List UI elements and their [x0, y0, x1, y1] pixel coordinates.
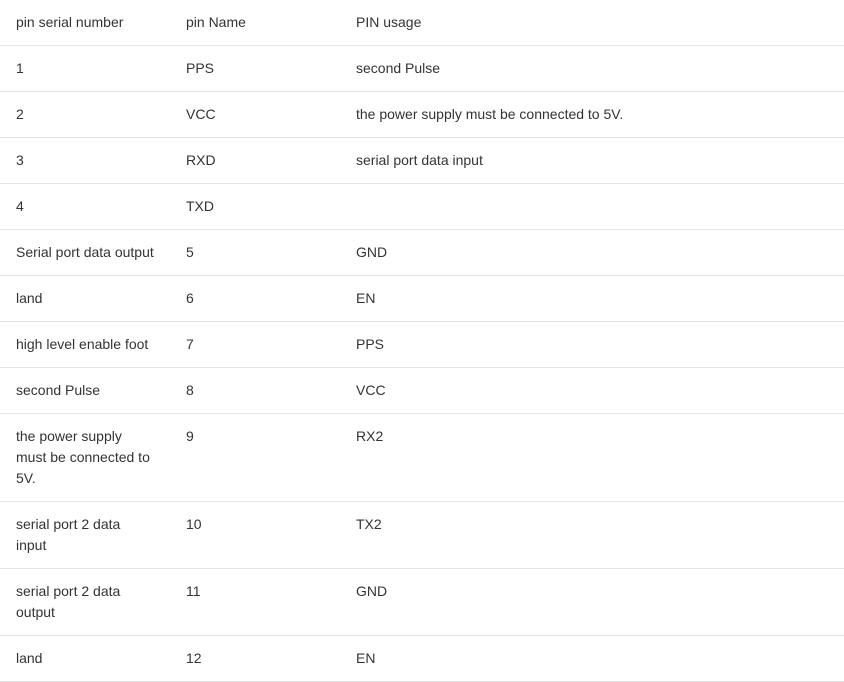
table-row: serial port 2 data output11GND — [0, 569, 844, 636]
table-row: land6EN — [0, 276, 844, 322]
table-cell: GND — [340, 569, 844, 636]
table-cell: PPS — [340, 322, 844, 368]
table-cell: RXD — [170, 138, 340, 184]
column-header-usage: PIN usage — [340, 0, 844, 46]
table-cell: RX2 — [340, 414, 844, 502]
table-cell: VCC — [170, 92, 340, 138]
table-row: the power supply must be connected to 5V… — [0, 414, 844, 502]
table-cell: 6 — [170, 276, 340, 322]
table-row: high level enable foot7PPS — [0, 322, 844, 368]
table-cell: serial port 2 data input — [0, 502, 170, 569]
table-body: 1PPSsecond Pulse2VCCthe power supply mus… — [0, 46, 844, 682]
table-cell: second Pulse — [0, 368, 170, 414]
table-cell: VCC — [340, 368, 844, 414]
column-header-name: pin Name — [170, 0, 340, 46]
table-cell: 2 — [0, 92, 170, 138]
table-cell: EN — [340, 276, 844, 322]
table-row: 1PPSsecond Pulse — [0, 46, 844, 92]
table-cell: second Pulse — [340, 46, 844, 92]
table-cell: TXD — [170, 184, 340, 230]
table-cell: EN — [340, 636, 844, 682]
table-cell: 12 — [170, 636, 340, 682]
table-row: land12EN — [0, 636, 844, 682]
table-row: Serial port data output5GND — [0, 230, 844, 276]
table-cell: land — [0, 636, 170, 682]
table-cell: 10 — [170, 502, 340, 569]
table-row: 2VCCthe power supply must be connected t… — [0, 92, 844, 138]
table-cell: serial port 2 data output — [0, 569, 170, 636]
table-cell: the power supply must be connected to 5V… — [0, 414, 170, 502]
table-cell: TX2 — [340, 502, 844, 569]
table-cell: 9 — [170, 414, 340, 502]
table-cell: PPS — [170, 46, 340, 92]
table-cell: 3 — [0, 138, 170, 184]
table-cell: Serial port data output — [0, 230, 170, 276]
table-row: second Pulse8VCC — [0, 368, 844, 414]
table-cell: land — [0, 276, 170, 322]
table-cell: GND — [340, 230, 844, 276]
table-cell: 5 — [170, 230, 340, 276]
column-header-serial: pin serial number — [0, 0, 170, 46]
table-header-row: pin serial number pin Name PIN usage — [0, 0, 844, 46]
table-cell: high level enable foot — [0, 322, 170, 368]
table-cell: 11 — [170, 569, 340, 636]
table-cell: 1 — [0, 46, 170, 92]
pin-table: pin serial number pin Name PIN usage 1PP… — [0, 0, 844, 682]
table-row: serial port 2 data input10TX2 — [0, 502, 844, 569]
table-cell: 7 — [170, 322, 340, 368]
table-row: 4TXD — [0, 184, 844, 230]
table-cell: serial port data input — [340, 138, 844, 184]
table-cell: 8 — [170, 368, 340, 414]
table-row: 3RXDserial port data input — [0, 138, 844, 184]
table-cell: the power supply must be connected to 5V… — [340, 92, 844, 138]
table-cell: 4 — [0, 184, 170, 230]
table-cell — [340, 184, 844, 230]
